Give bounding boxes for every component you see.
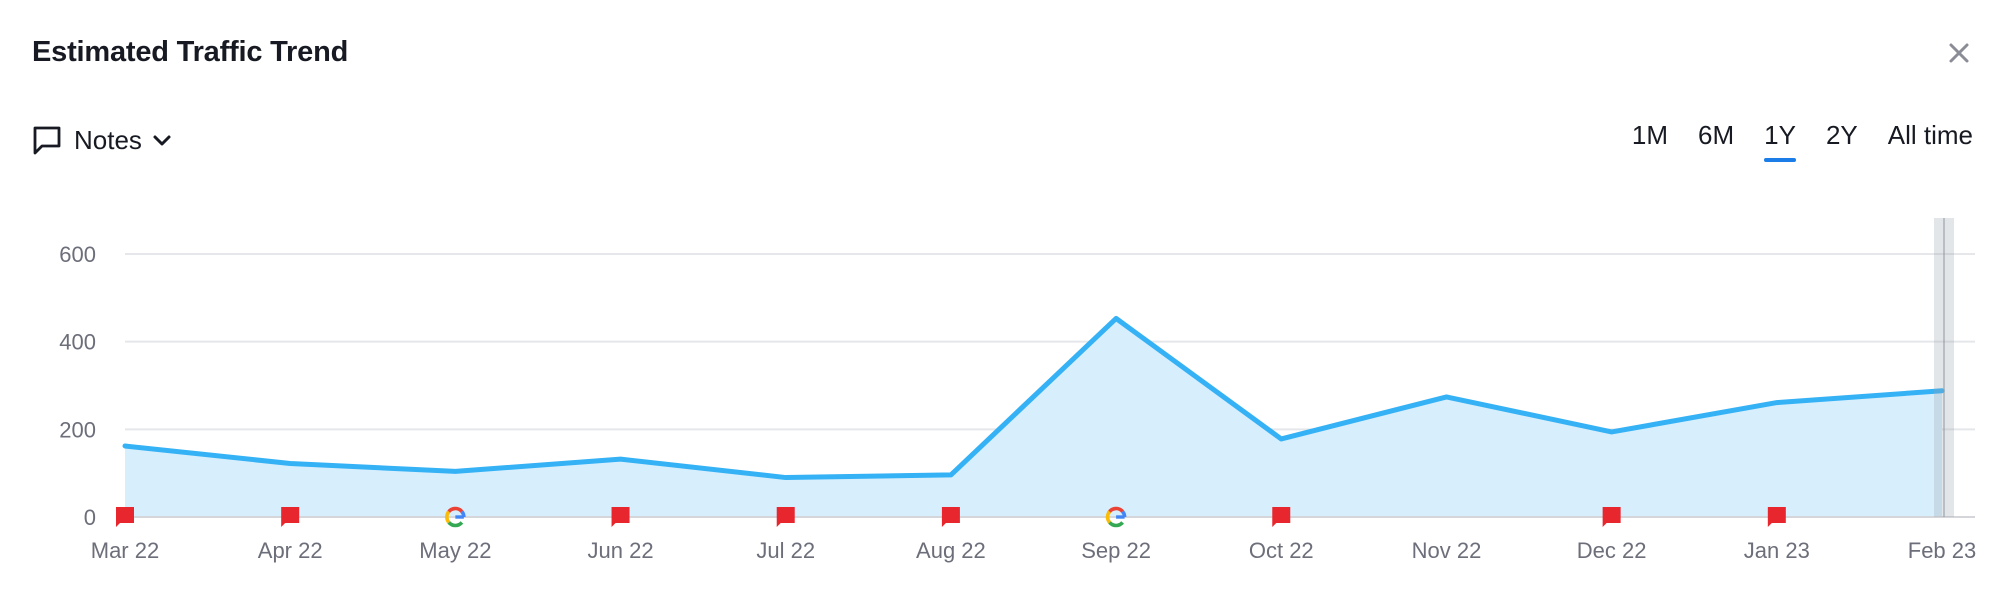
- x-tick-label: Jul 22: [756, 538, 815, 563]
- close-icon[interactable]: [1944, 38, 1974, 68]
- x-tick-label: Oct 22: [1249, 538, 1314, 563]
- comment-icon: [33, 126, 61, 155]
- notes-dropdown[interactable]: Notes: [32, 122, 172, 158]
- series-line: [122, 315, 1945, 481]
- x-tick-label: Mar 22: [91, 538, 159, 563]
- series-area: [125, 318, 1942, 517]
- note-flag-icon: [281, 507, 300, 527]
- note-flag-icon: [1767, 507, 1786, 527]
- period-selector: 1M 6M 1Y 2Y All time: [1602, 120, 1973, 162]
- note-flag-icon: [941, 507, 960, 527]
- x-tick-label: Jan 23: [1744, 538, 1810, 563]
- google-update-icon: [1105, 506, 1127, 528]
- note-flag-icon: [1272, 507, 1291, 527]
- period-all-time[interactable]: All time: [1887, 120, 1973, 150]
- x-tick-label: Aug 22: [916, 538, 986, 563]
- google-update-icon: [445, 506, 466, 528]
- y-tick-label: 0: [84, 505, 96, 530]
- note-flag-icon: [776, 507, 795, 527]
- x-tick-label: Apr 22: [258, 538, 323, 563]
- notes-label: Notes: [74, 124, 142, 155]
- x-tick-label: Feb 23: [1908, 538, 1977, 563]
- x-tick-label: Jun 22: [588, 538, 654, 563]
- period-2y[interactable]: 2Y: [1825, 120, 1858, 150]
- note-flag-icon: [611, 507, 630, 527]
- x-tick-label: Nov 22: [1412, 538, 1482, 563]
- x-tick-label: Dec 22: [1577, 538, 1647, 563]
- note-flag-icon: [116, 507, 134, 527]
- y-tick-label: 400: [59, 330, 96, 355]
- period-1y[interactable]: 1Y: [1764, 120, 1796, 162]
- period-6m[interactable]: 6M: [1698, 120, 1735, 150]
- x-tick-label: Sep 22: [1081, 538, 1151, 563]
- chevron-down-icon: [153, 135, 171, 146]
- y-tick-label: 600: [59, 242, 96, 267]
- x-tick-label: May 22: [419, 538, 491, 563]
- period-1m[interactable]: 1M: [1631, 120, 1668, 150]
- y-tick-label: 200: [59, 417, 96, 442]
- page-title: Estimated Traffic Trend: [32, 36, 349, 68]
- note-flag-icon: [1602, 507, 1621, 527]
